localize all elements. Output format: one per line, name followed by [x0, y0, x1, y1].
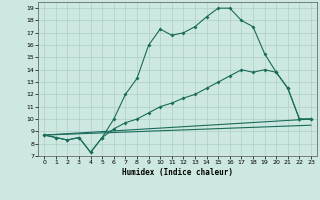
X-axis label: Humidex (Indice chaleur): Humidex (Indice chaleur) — [122, 168, 233, 177]
